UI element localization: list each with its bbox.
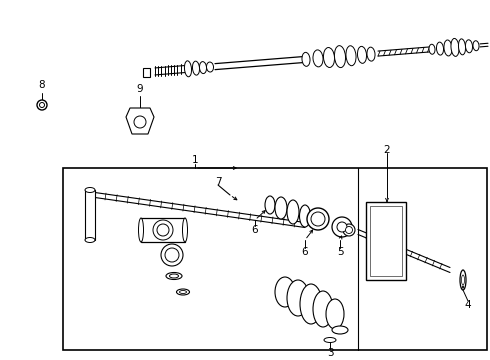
Ellipse shape (287, 280, 309, 316)
Ellipse shape (323, 48, 335, 67)
Ellipse shape (182, 218, 188, 242)
Polygon shape (126, 108, 154, 134)
Ellipse shape (40, 103, 45, 108)
Ellipse shape (161, 244, 183, 266)
Ellipse shape (179, 291, 187, 293)
Ellipse shape (206, 62, 214, 72)
Ellipse shape (460, 270, 466, 290)
Text: 6: 6 (302, 247, 308, 257)
Ellipse shape (275, 277, 295, 307)
Ellipse shape (466, 40, 472, 53)
Ellipse shape (358, 46, 367, 63)
Ellipse shape (335, 46, 345, 68)
Ellipse shape (345, 226, 352, 234)
Ellipse shape (444, 40, 452, 56)
Text: 5: 5 (337, 247, 343, 257)
Ellipse shape (473, 41, 479, 51)
Ellipse shape (429, 44, 435, 54)
Text: 8: 8 (39, 80, 45, 90)
Ellipse shape (176, 289, 190, 295)
Ellipse shape (332, 326, 348, 334)
Text: 3: 3 (327, 348, 333, 358)
Bar (85, 190, 95, 240)
Text: 6: 6 (252, 225, 258, 235)
Ellipse shape (85, 188, 95, 193)
Ellipse shape (346, 46, 356, 66)
Text: 4: 4 (465, 300, 471, 310)
Bar (143, 68, 150, 77)
Ellipse shape (337, 222, 347, 232)
Ellipse shape (275, 197, 287, 219)
Ellipse shape (332, 217, 352, 237)
Bar (63, 168, 487, 350)
Ellipse shape (459, 39, 466, 55)
Text: 2: 2 (384, 145, 391, 155)
Text: 1: 1 (192, 155, 198, 165)
Ellipse shape (313, 50, 323, 67)
Ellipse shape (307, 208, 329, 230)
Ellipse shape (299, 205, 311, 227)
Ellipse shape (153, 220, 173, 240)
Ellipse shape (170, 274, 178, 278)
Ellipse shape (134, 116, 146, 128)
Ellipse shape (313, 291, 333, 327)
Ellipse shape (324, 338, 336, 342)
Ellipse shape (166, 273, 182, 279)
Ellipse shape (287, 200, 299, 224)
Bar (141, 218, 185, 242)
Ellipse shape (300, 284, 322, 324)
Ellipse shape (184, 61, 192, 77)
Ellipse shape (462, 275, 465, 285)
Ellipse shape (193, 61, 199, 75)
Ellipse shape (367, 47, 375, 61)
Ellipse shape (326, 299, 344, 329)
Bar (370, 206, 402, 276)
Text: 7: 7 (215, 177, 221, 187)
Ellipse shape (437, 42, 443, 55)
Bar (366, 202, 406, 280)
Ellipse shape (311, 212, 325, 226)
Ellipse shape (37, 100, 47, 110)
Ellipse shape (451, 39, 459, 57)
Ellipse shape (311, 210, 321, 228)
Ellipse shape (165, 248, 179, 262)
Ellipse shape (139, 218, 144, 242)
Text: 9: 9 (137, 84, 143, 94)
Ellipse shape (302, 52, 310, 66)
Ellipse shape (85, 238, 95, 243)
Ellipse shape (265, 196, 275, 214)
Ellipse shape (157, 224, 169, 236)
Ellipse shape (343, 224, 355, 236)
Ellipse shape (199, 62, 206, 73)
